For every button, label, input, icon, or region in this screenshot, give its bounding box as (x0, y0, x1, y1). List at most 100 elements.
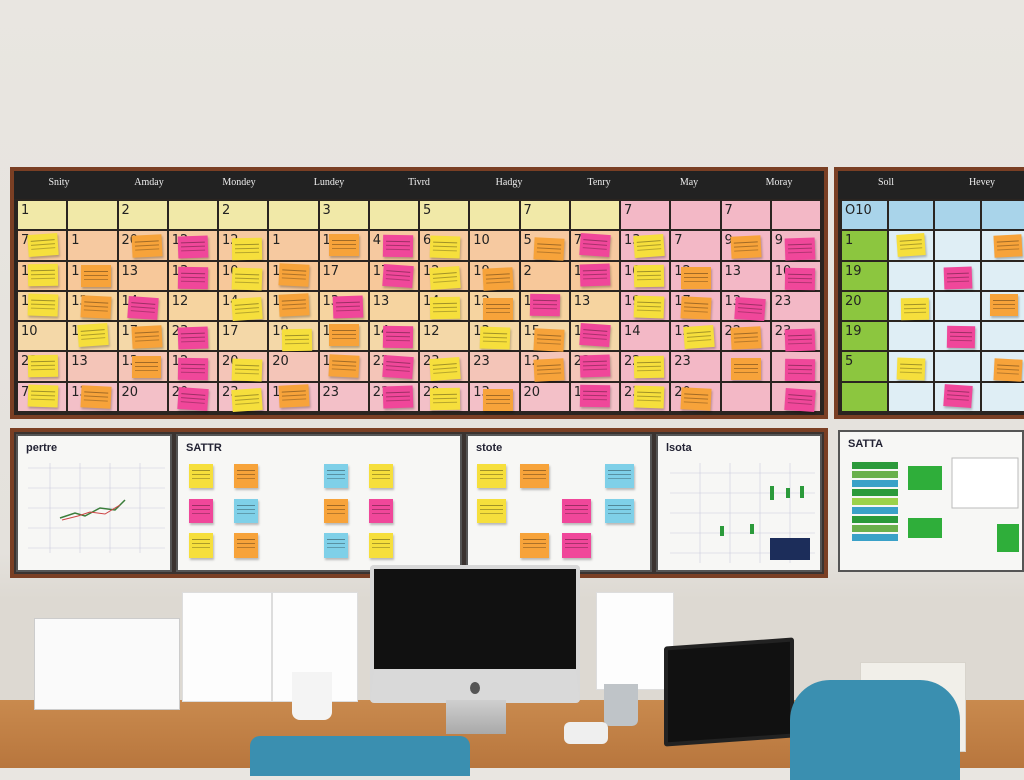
sticky-note (369, 464, 392, 488)
calendar-header: Tivrd (374, 171, 464, 199)
calendar-day-cell: 17 (119, 322, 167, 350)
day-number: 23 (473, 354, 490, 369)
sticky-note (127, 296, 158, 320)
sticky-note (634, 295, 665, 318)
calendar-day-cell: 12 (521, 352, 569, 380)
sticky-note (234, 464, 257, 488)
sticky-note (993, 234, 1022, 257)
calendar-day-cell: 17 (269, 292, 317, 320)
calendar-day-cell (370, 201, 418, 229)
panel-gantt: lsota (656, 434, 822, 572)
sticky-note (580, 323, 611, 347)
calendar-day-cell: 19 (621, 292, 669, 320)
calendar-day-cell: 12 (68, 322, 116, 350)
calendar-day-cell: 23 (470, 352, 518, 380)
day-number: 5 (845, 354, 853, 369)
calendar-day-cell (889, 322, 934, 350)
calendar-day-cell: 10 (18, 322, 66, 350)
calendar-day-cell: 13 (722, 292, 770, 320)
calendar-day-cell: 1 (269, 231, 317, 259)
sticky-note (580, 263, 611, 286)
sticky-note (784, 388, 815, 412)
calendar-day-cell: 7 (18, 383, 66, 411)
day-number: 20 (845, 294, 862, 309)
office-chair (790, 680, 960, 780)
day-number: 12 (172, 294, 189, 309)
calendar-day-cell: 12 (169, 352, 217, 380)
sticky-note (944, 266, 972, 289)
day-number: 5 (524, 233, 532, 248)
sticky-note (784, 328, 815, 351)
sticky-note (382, 386, 413, 409)
sticky-note (429, 297, 459, 320)
calendar-day-cell: 14 (219, 292, 267, 320)
calendar-day-cell: 22 (722, 322, 770, 350)
sticky-note (483, 267, 514, 291)
sticky-note (734, 297, 765, 321)
calendar-day-cell: 19 (320, 322, 368, 350)
calendar-day-cell: 19 (842, 322, 887, 350)
sticky-note (533, 237, 564, 261)
sticky-note (329, 234, 359, 256)
sticky-note (231, 388, 262, 412)
sticky-note (429, 356, 460, 380)
panel-task-board-2: stote (466, 434, 652, 572)
sticky-note (332, 295, 363, 318)
sticky-note (990, 294, 1018, 316)
sticky-note (897, 357, 925, 380)
day-number: 19 (845, 324, 862, 339)
calendar-day-cell: 13 (320, 292, 368, 320)
calendar-day-cell: 20 (269, 352, 317, 380)
calendar-day-cell: 20 (842, 292, 887, 320)
sticky-note (178, 327, 209, 350)
calendar-day-cell (68, 201, 116, 229)
calendar-day-cell: 1 (18, 201, 66, 229)
sticky-note (27, 354, 57, 377)
keyboard-poster (34, 618, 180, 710)
calendar-day-cell: 1 (68, 231, 116, 259)
sticky-note (680, 296, 711, 320)
panel-title: SATTA (848, 438, 883, 450)
calendar-day-cell: 12 (420, 322, 468, 350)
calendar-day-cell: 12 (671, 262, 719, 290)
sticky-note (383, 235, 413, 258)
sticky-note (634, 356, 664, 379)
sticky-note (232, 238, 262, 261)
line-chart-graphic (20, 458, 170, 568)
calendar-day-cell: 23 (219, 383, 267, 411)
calendar-day-cell: 12 (269, 383, 317, 411)
calendar-day-cell: 14 (119, 292, 167, 320)
sticky-note (278, 263, 309, 287)
sticky-note (562, 499, 591, 523)
panel-task-board: SATTR (176, 434, 462, 572)
calendar-day-cell: 20 (420, 383, 468, 411)
sticky-note (520, 464, 549, 488)
calendar-day-cell: 10 (621, 262, 669, 290)
sticky-note (178, 236, 209, 259)
sticky-note (580, 233, 611, 257)
panel-title: stote (476, 442, 502, 454)
sticky-note (634, 386, 665, 409)
calendar-day-cell: 17 (671, 292, 719, 320)
sticky-note (232, 358, 263, 381)
sticky-note (429, 388, 459, 411)
mouse (564, 722, 608, 744)
panel-title: lsota (666, 442, 692, 454)
sticky-note (605, 464, 634, 488)
day-number: 4 (373, 233, 381, 248)
calendar-day-cell: 23 (772, 292, 820, 320)
day-number: 19 (845, 264, 862, 279)
day-number: 2 (524, 264, 532, 279)
day-number: 7 (674, 233, 682, 248)
day-number: 1 (71, 233, 79, 248)
sticky-note (633, 234, 664, 258)
sticky-note (27, 264, 57, 287)
calendar-day-cell (889, 262, 934, 290)
calendar-day-cell: 20 (671, 383, 719, 411)
calendar-day-cell (982, 262, 1024, 290)
calendar-day-cell: 20 (521, 383, 569, 411)
day-number: 20 (272, 354, 289, 369)
laptop (664, 637, 794, 746)
calendar-day-cell: 4 (370, 231, 418, 259)
